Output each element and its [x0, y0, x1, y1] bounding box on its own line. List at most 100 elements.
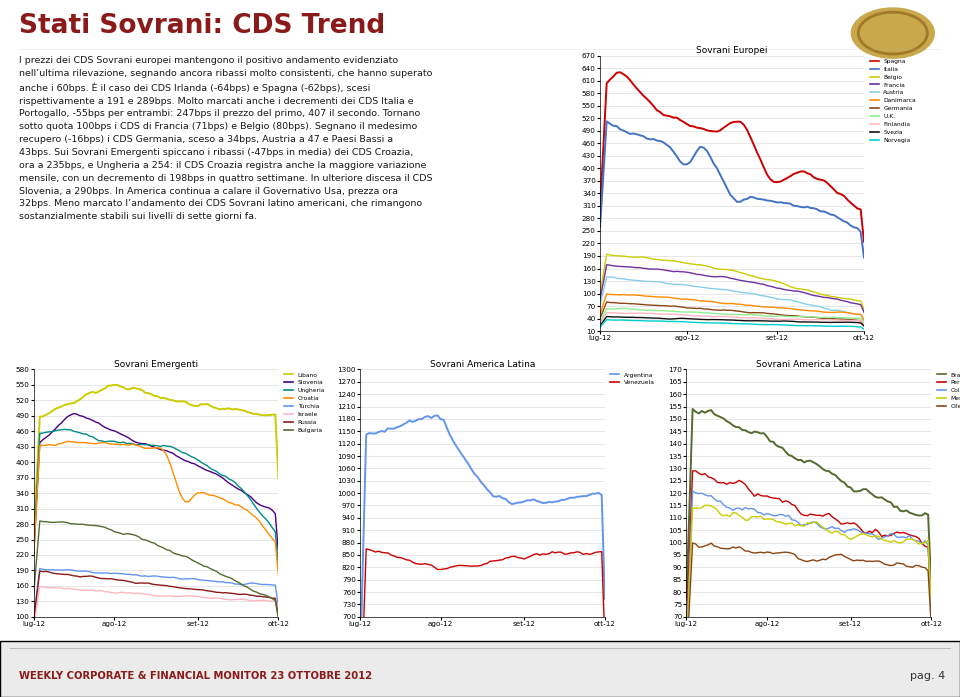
- Messico: [681, 645, 692, 653]
- Colombia: [792, 518, 804, 526]
- Spagna: [594, 206, 606, 215]
- Venezuela: [503, 553, 515, 562]
- Line: Belgio: Belgio: [600, 254, 864, 310]
- Line: Slovenia: Slovenia: [34, 413, 278, 557]
- Finlandia: [601, 309, 612, 317]
- Colombia: [681, 637, 692, 645]
- Libano: [273, 474, 284, 482]
- Text: Stati Sovrani: CDS Trend: Stati Sovrani: CDS Trend: [19, 13, 386, 39]
- Brasile: [686, 405, 698, 413]
- Croatia: [189, 491, 201, 499]
- Libano: [177, 397, 188, 406]
- Belgio: [778, 279, 789, 288]
- Perù: [792, 506, 804, 514]
- Germania: [768, 309, 780, 318]
- Line: Norvegia: Norvegia: [600, 320, 864, 329]
- Line: Cile: Cile: [686, 543, 931, 666]
- Bulgaria: [139, 536, 151, 544]
- Argentina: [516, 498, 527, 507]
- Argentina: [525, 496, 537, 505]
- Spagna: [614, 68, 626, 77]
- Francia: [758, 280, 770, 289]
- Line: Italia: Italia: [600, 121, 864, 257]
- Francia: [714, 273, 726, 281]
- Slovenia: [248, 496, 259, 504]
- Bulgaria: [28, 590, 39, 599]
- Austria: [758, 291, 770, 300]
- Danimarca: [858, 316, 870, 324]
- Libano: [28, 538, 39, 546]
- Cile: [792, 554, 804, 562]
- Brasile: [832, 474, 844, 482]
- Libano: [139, 388, 151, 397]
- Circle shape: [852, 8, 934, 59]
- Belgio: [758, 275, 770, 283]
- Danimarca: [831, 308, 843, 316]
- Colombia: [925, 603, 937, 611]
- Russia: [189, 585, 201, 594]
- Line: Venezuela: Venezuela: [360, 549, 605, 697]
- Colombia: [832, 524, 844, 533]
- Messico: [842, 533, 853, 542]
- Spagna: [778, 176, 789, 184]
- Slovenia: [177, 455, 188, 464]
- Israele: [248, 597, 259, 605]
- Slovenia: [139, 440, 151, 448]
- Italia: [758, 195, 770, 204]
- Finlandia: [768, 315, 780, 323]
- Germania: [831, 315, 843, 323]
- Ungheria: [28, 547, 39, 556]
- Line: Colombia: Colombia: [686, 491, 931, 641]
- Spagna: [758, 163, 770, 171]
- Spagna: [768, 178, 780, 186]
- Cile: [842, 553, 853, 562]
- Turchia: [177, 575, 188, 583]
- U.K.: [755, 311, 766, 319]
- Ungheria: [177, 448, 188, 457]
- Austria: [755, 291, 766, 300]
- Slovenia: [28, 553, 39, 561]
- Russia: [28, 615, 39, 624]
- Italia: [831, 213, 843, 222]
- Ungheria: [273, 564, 284, 572]
- Venezuela: [574, 548, 586, 556]
- Spagna: [755, 155, 766, 164]
- Argentina: [354, 666, 366, 674]
- Finlandia: [858, 320, 870, 328]
- Israele: [28, 622, 39, 631]
- Slovenia: [68, 409, 80, 418]
- Legend: Brasile, Perù, Colombia, Messico, Cile: Brasile, Perù, Colombia, Messico, Cile: [937, 372, 960, 409]
- Messico: [852, 532, 863, 540]
- Norvegia: [778, 321, 789, 329]
- Italia: [858, 253, 870, 261]
- Belgio: [594, 290, 606, 298]
- Bulgaria: [189, 557, 201, 565]
- Francia: [594, 296, 606, 304]
- Perù: [900, 529, 912, 537]
- Francia: [858, 308, 870, 316]
- Messico: [792, 521, 804, 529]
- Croatia: [248, 512, 259, 520]
- Russia: [248, 591, 259, 599]
- U.K.: [768, 312, 780, 321]
- Israele: [189, 592, 201, 601]
- Line: Bulgaria: Bulgaria: [34, 521, 278, 618]
- Argentina: [503, 498, 515, 506]
- Ungheria: [248, 500, 259, 508]
- Line: Germania: Germania: [600, 302, 864, 325]
- Slovenia: [180, 457, 191, 465]
- Cile: [829, 551, 841, 559]
- Croatia: [199, 489, 210, 497]
- Venezuela: [599, 636, 611, 644]
- Line: Danimarca: Danimarca: [600, 294, 864, 320]
- Venezuela: [525, 552, 537, 560]
- Norvegia: [831, 322, 843, 330]
- Perù: [925, 605, 937, 613]
- Russia: [199, 586, 210, 595]
- Germania: [755, 309, 766, 317]
- Turchia: [139, 572, 151, 580]
- Slovenia: [189, 460, 201, 468]
- Line: Messico: Messico: [686, 505, 931, 649]
- Austria: [778, 296, 789, 304]
- Russia: [139, 579, 151, 588]
